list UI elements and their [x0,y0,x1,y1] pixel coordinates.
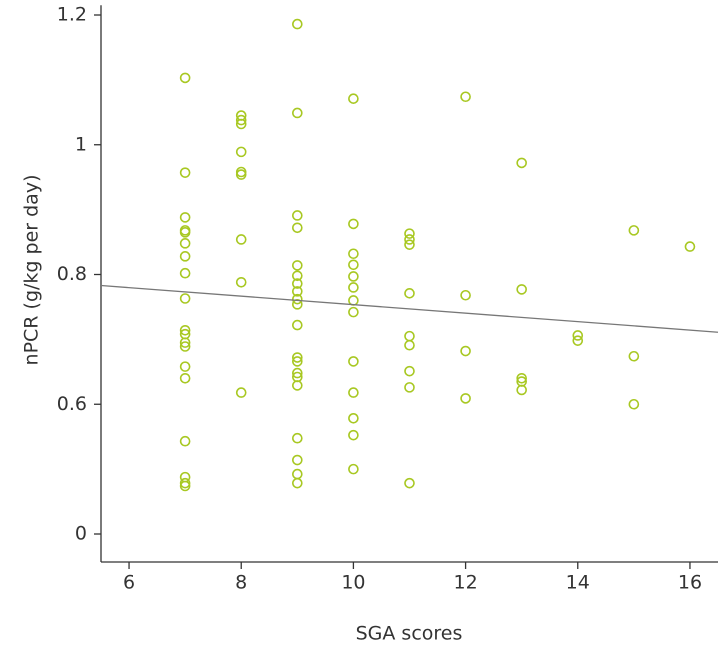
point [292,432,303,444]
y-tick-label: 1 [75,133,87,155]
point [348,271,359,282]
point [404,234,415,245]
point [292,380,303,391]
point [460,393,471,404]
point [348,429,359,441]
point [179,480,191,492]
point [516,372,527,384]
point [179,251,191,262]
point [292,367,303,379]
point [179,212,191,223]
x-tick-label: 16 [678,572,702,594]
point [404,339,415,351]
point [179,267,191,279]
point [628,350,640,362]
point [179,72,191,84]
point [292,286,303,297]
point [292,356,303,367]
x-tick-label: 6 [123,572,135,594]
point [404,288,415,299]
y-tick-label: 0.6 [57,393,87,415]
y-tick-label: 0.8 [57,263,87,285]
point [292,18,303,30]
point [628,398,640,410]
point [348,295,359,306]
point [572,335,584,346]
point [235,146,247,158]
point [179,227,191,238]
point [179,293,191,304]
point [404,365,415,377]
point [348,282,359,293]
x-tick-label: 8 [235,572,247,594]
point [292,352,303,363]
point [292,319,303,331]
point [292,454,303,466]
point [516,284,527,295]
point [179,238,191,249]
x-tick-label: 14 [566,572,590,594]
point [404,382,415,393]
point [235,118,247,130]
x-tick-label: 12 [453,572,477,594]
point [516,157,527,169]
point [460,345,471,357]
point [292,293,303,305]
point [235,114,247,126]
point [292,260,303,271]
point [235,234,247,245]
point [179,372,191,384]
point [516,384,527,396]
point [292,477,303,489]
point [404,239,415,250]
point [235,387,247,398]
point [179,337,191,348]
point [348,259,359,271]
y-tick-label: 1.2 [57,4,87,26]
point [628,225,640,236]
point [348,306,359,318]
point [348,413,359,424]
point [404,330,415,342]
point [404,477,415,489]
point [179,435,191,447]
point [235,276,247,288]
point [179,324,191,336]
point [292,210,303,221]
point [179,167,191,178]
point [292,278,303,289]
point [292,468,303,480]
point [179,341,191,352]
point [292,222,303,234]
y-tick-label: 0 [75,523,87,545]
x-axis-label: SGA scores [356,623,463,645]
x-tick-label: 10 [341,572,365,594]
point [235,169,247,180]
point [404,228,415,239]
point [348,387,359,398]
point [460,289,471,301]
point [292,270,303,282]
trend-line [100,284,719,333]
point [460,91,471,103]
point [179,361,191,372]
point [348,248,359,260]
point [348,218,359,230]
point [684,241,696,252]
point [348,463,359,475]
point [348,356,359,367]
point [179,477,191,489]
point [572,330,584,341]
point [348,93,359,104]
point [292,107,303,119]
y-axis-label: nPCR (g/kg per day) [21,175,43,366]
